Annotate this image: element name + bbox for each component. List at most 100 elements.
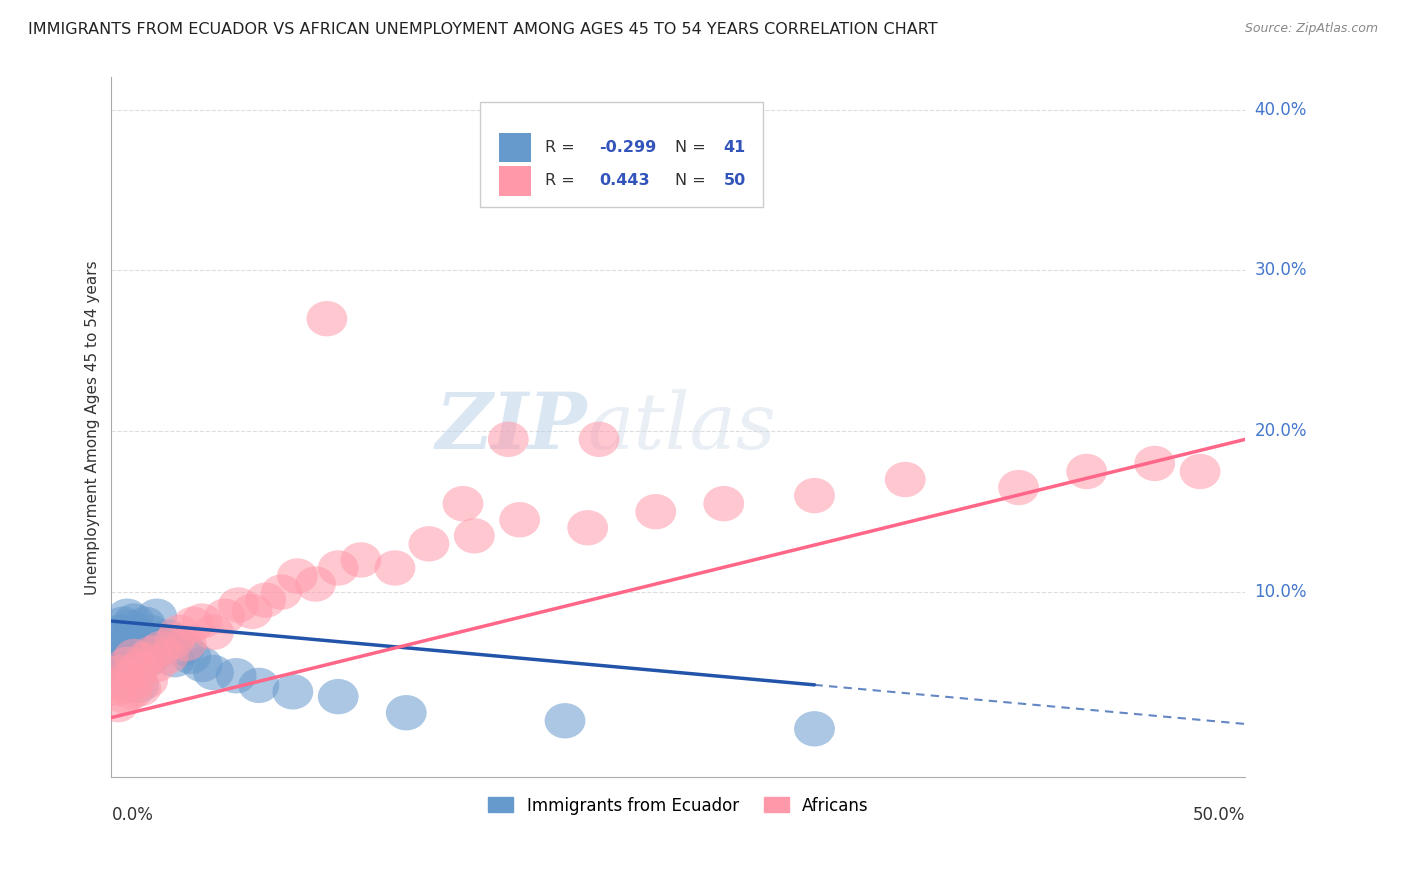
Ellipse shape: [136, 599, 177, 634]
Text: 10.0%: 10.0%: [1254, 583, 1308, 601]
Ellipse shape: [703, 486, 744, 521]
Ellipse shape: [193, 615, 233, 650]
Ellipse shape: [340, 542, 381, 578]
Ellipse shape: [277, 558, 318, 594]
Ellipse shape: [1135, 446, 1175, 481]
Ellipse shape: [181, 647, 222, 682]
Ellipse shape: [125, 607, 166, 642]
Ellipse shape: [170, 639, 211, 674]
Ellipse shape: [118, 626, 159, 661]
Ellipse shape: [443, 486, 484, 521]
Text: R =: R =: [544, 140, 579, 155]
Ellipse shape: [111, 619, 152, 655]
Ellipse shape: [103, 639, 143, 674]
Ellipse shape: [114, 639, 155, 674]
Ellipse shape: [114, 642, 155, 677]
Ellipse shape: [307, 301, 347, 336]
Ellipse shape: [96, 671, 136, 706]
Ellipse shape: [499, 502, 540, 537]
Ellipse shape: [318, 550, 359, 586]
Ellipse shape: [148, 619, 188, 655]
Ellipse shape: [100, 663, 141, 698]
Ellipse shape: [636, 494, 676, 529]
Ellipse shape: [98, 647, 139, 682]
Ellipse shape: [385, 695, 426, 731]
Ellipse shape: [104, 679, 145, 714]
Ellipse shape: [141, 631, 181, 666]
Ellipse shape: [409, 526, 450, 562]
Ellipse shape: [103, 607, 143, 642]
Ellipse shape: [118, 652, 159, 687]
Y-axis label: Unemployment Among Ages 45 to 54 years: Unemployment Among Ages 45 to 54 years: [86, 260, 100, 595]
Text: N =: N =: [675, 173, 711, 188]
Ellipse shape: [107, 647, 148, 682]
Ellipse shape: [374, 550, 415, 586]
Ellipse shape: [111, 674, 152, 709]
FancyBboxPatch shape: [499, 166, 531, 195]
Ellipse shape: [488, 422, 529, 457]
Ellipse shape: [245, 582, 285, 618]
Ellipse shape: [141, 626, 181, 661]
Ellipse shape: [215, 658, 256, 693]
Ellipse shape: [110, 658, 150, 693]
Ellipse shape: [318, 679, 359, 714]
FancyBboxPatch shape: [479, 102, 763, 207]
Ellipse shape: [273, 674, 314, 709]
Text: 0.443: 0.443: [599, 173, 650, 188]
Ellipse shape: [122, 631, 163, 666]
Ellipse shape: [262, 574, 302, 610]
Ellipse shape: [218, 587, 259, 623]
Ellipse shape: [295, 566, 336, 602]
Text: 40.0%: 40.0%: [1254, 101, 1306, 119]
Text: 41: 41: [724, 140, 747, 155]
Ellipse shape: [173, 607, 214, 642]
Ellipse shape: [181, 603, 222, 639]
Ellipse shape: [232, 594, 273, 629]
Ellipse shape: [544, 703, 585, 739]
Ellipse shape: [239, 668, 280, 703]
Ellipse shape: [579, 422, 620, 457]
Ellipse shape: [193, 655, 233, 690]
Ellipse shape: [128, 663, 169, 698]
Ellipse shape: [118, 668, 159, 703]
Text: 20.0%: 20.0%: [1254, 422, 1308, 441]
Text: ZIP: ZIP: [436, 389, 588, 466]
Ellipse shape: [794, 478, 835, 513]
Text: 50.0%: 50.0%: [1194, 806, 1246, 824]
Text: -0.299: -0.299: [599, 140, 657, 155]
Text: 50: 50: [724, 173, 747, 188]
Ellipse shape: [107, 599, 148, 634]
Ellipse shape: [155, 623, 195, 658]
Ellipse shape: [103, 668, 143, 703]
Ellipse shape: [111, 658, 152, 693]
Ellipse shape: [125, 642, 166, 677]
Ellipse shape: [132, 635, 173, 671]
Ellipse shape: [128, 642, 169, 677]
Text: R =: R =: [544, 173, 579, 188]
Ellipse shape: [794, 711, 835, 747]
Ellipse shape: [454, 518, 495, 554]
Ellipse shape: [115, 663, 157, 698]
Ellipse shape: [96, 631, 136, 666]
Text: IMMIGRANTS FROM ECUADOR VS AFRICAN UNEMPLOYMENT AMONG AGES 45 TO 54 YEARS CORREL: IMMIGRANTS FROM ECUADOR VS AFRICAN UNEMP…: [28, 22, 938, 37]
Ellipse shape: [110, 610, 150, 645]
Ellipse shape: [136, 647, 177, 682]
Text: 30.0%: 30.0%: [1254, 261, 1308, 279]
Ellipse shape: [100, 655, 141, 690]
Ellipse shape: [155, 642, 195, 677]
Ellipse shape: [166, 626, 207, 661]
Ellipse shape: [115, 652, 157, 687]
Ellipse shape: [1180, 454, 1220, 489]
Ellipse shape: [104, 623, 145, 658]
Ellipse shape: [159, 615, 200, 650]
Ellipse shape: [114, 603, 155, 639]
FancyBboxPatch shape: [499, 133, 531, 162]
Ellipse shape: [148, 639, 188, 674]
Text: N =: N =: [675, 140, 711, 155]
Ellipse shape: [132, 635, 173, 671]
Ellipse shape: [115, 615, 157, 650]
Ellipse shape: [163, 631, 204, 666]
Ellipse shape: [104, 655, 145, 690]
Ellipse shape: [100, 615, 141, 650]
Ellipse shape: [998, 470, 1039, 505]
